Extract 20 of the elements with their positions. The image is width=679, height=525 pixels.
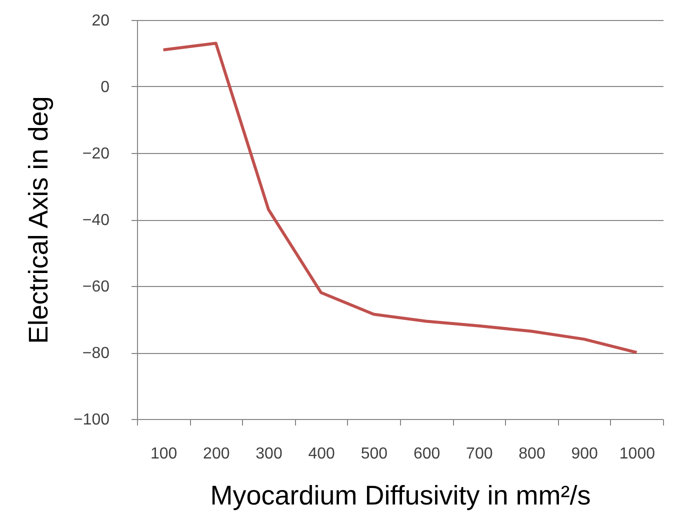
x-tick-label: 100	[150, 446, 178, 462]
x-tick-label: 300	[256, 446, 282, 462]
x-tick-label: 1000	[619, 446, 656, 462]
line-series	[162, 42, 638, 354]
x-tick-label: 600	[413, 446, 440, 462]
y-tick-label: −60	[82, 278, 110, 296]
y-axis-title: Electrical Axis in deg	[23, 96, 54, 344]
x-tick-label: 500	[360, 446, 388, 462]
x-tick-label: 200	[203, 446, 230, 462]
y-tick-label: 20	[92, 12, 110, 30]
x-axis-title: Myocardium Diffusivity in mm²/s	[210, 480, 591, 510]
y-tick-label: −80	[82, 345, 110, 362]
y-tick-label: −40	[82, 212, 110, 229]
x-tick-label: 800	[518, 446, 546, 462]
y-tick-label: −100	[73, 412, 110, 428]
x-tick-label: 900	[571, 446, 598, 462]
x-tick-label: 700	[466, 446, 493, 462]
y-tick-label: 0	[100, 79, 110, 96]
y-tick-label: −20	[82, 146, 110, 162]
x-tick-label: 400	[308, 446, 336, 462]
